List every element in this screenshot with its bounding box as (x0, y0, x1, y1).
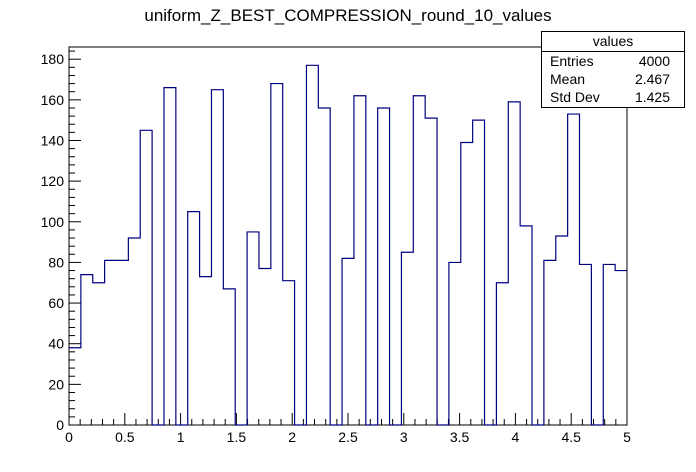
stats-value-entries: 4000 (638, 53, 670, 69)
stats-value-mean: 2.467 (634, 71, 670, 87)
stats-label-mean: Mean (550, 71, 586, 87)
y-tick-label: 40 (48, 336, 64, 352)
stats-label-entries: Entries (550, 53, 594, 69)
y-tick-label: 100 (41, 214, 65, 230)
y-tick-label: 80 (48, 254, 64, 270)
x-tick-label: 2.5 (338, 429, 358, 445)
stats-value-stddev: 1.425 (634, 89, 670, 105)
x-tick-label: 3.5 (450, 429, 470, 445)
stats-box: values Entries 4000 Mean 2.467 Std Dev 1… (541, 31, 685, 108)
x-tick-label: 2 (288, 429, 296, 445)
x-tick-label: 0 (65, 429, 73, 445)
x-tick-label: 0.5 (115, 429, 135, 445)
y-tick-label: 60 (48, 295, 64, 311)
y-tick-label: 20 (48, 376, 64, 392)
y-tick-label: 0 (56, 417, 64, 433)
stats-title: values (542, 32, 684, 52)
chart-title: uniform_Z_BEST_COMPRESSION_round_10_valu… (144, 6, 552, 25)
y-tick-label: 140 (41, 132, 65, 148)
histogram-outline (69, 64, 627, 426)
x-tick-label: 1 (177, 429, 185, 445)
stats-row-entries: Entries 4000 (542, 52, 684, 70)
tick-labels: 0 0.5 1 1.5 2 2.5 3 3.5 4 4.5 5 0 20 40 60 80 100 120 140 1… (41, 51, 631, 445)
x-tick-label: 4 (512, 429, 520, 445)
stats-row-stddev: Std Dev 1.425 (542, 88, 684, 106)
stats-label-stddev: Std Dev (550, 89, 600, 105)
x-tick-label: 1.5 (227, 429, 247, 445)
y-tick-label: 180 (41, 51, 65, 67)
x-tick-label: 4.5 (561, 429, 581, 445)
axis-ticks (68, 50, 628, 426)
y-tick-label: 120 (41, 173, 65, 189)
y-tick-label: 160 (41, 92, 65, 108)
x-tick-label: 3 (400, 429, 408, 445)
x-tick-label: 5 (623, 429, 631, 445)
stats-row-mean: Mean 2.467 (542, 70, 684, 88)
